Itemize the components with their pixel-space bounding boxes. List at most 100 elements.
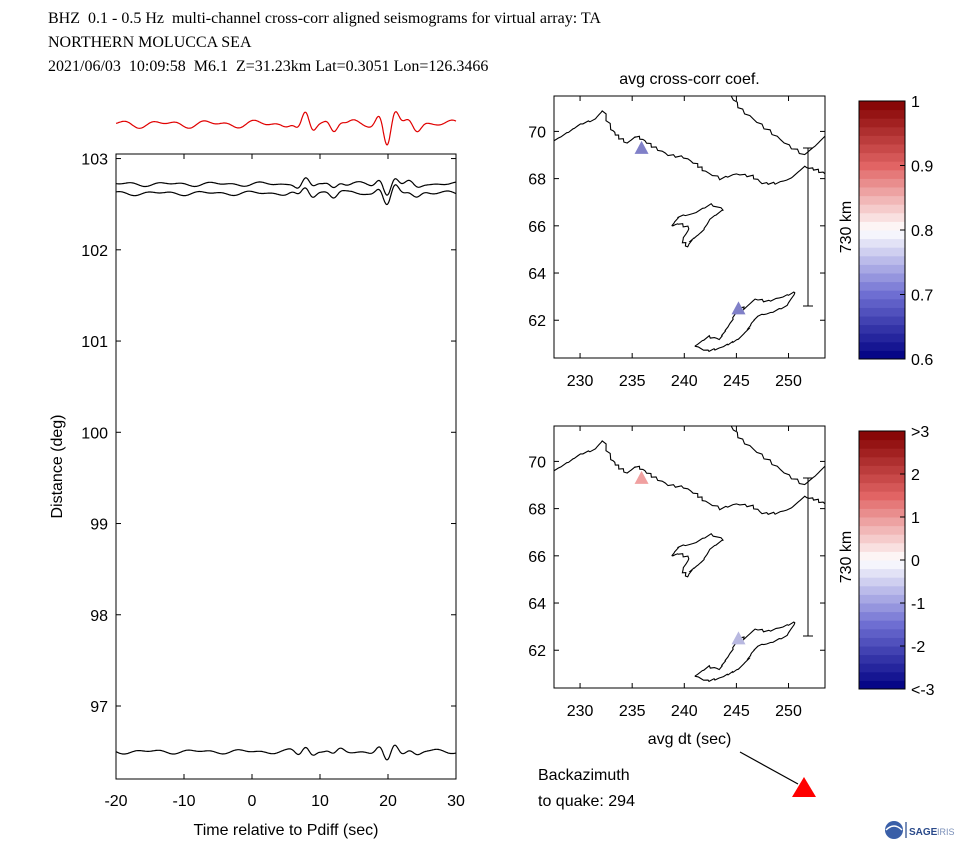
colorbar-cell xyxy=(859,646,905,656)
colorbar-cell xyxy=(859,298,905,308)
colorbar-cell xyxy=(859,491,905,501)
backazimuth-label: Backazimuth xyxy=(538,767,630,784)
coastline-path xyxy=(730,96,825,156)
backazimuth-panel: Backazimuth to quake: 294 xyxy=(538,751,816,810)
header-line-2: NORTHERN MOLUCCA SEA xyxy=(48,34,252,51)
colorbar-cell xyxy=(859,238,905,248)
colorbar-cell xyxy=(859,247,905,257)
colorbar-cell xyxy=(859,542,905,552)
colorbar-cell xyxy=(859,221,905,231)
map-y-tick-label: 64 xyxy=(528,266,546,283)
station-marker xyxy=(731,631,746,645)
map-y-tick-label: 70 xyxy=(528,124,546,141)
colorbar-tick-label: 0.6 xyxy=(911,352,933,369)
x-tick-label: -20 xyxy=(104,793,127,810)
colorbar-cell xyxy=(859,178,905,188)
y-tick-label: 102 xyxy=(81,243,108,260)
colorbar-cell xyxy=(859,594,905,604)
coastline-path xyxy=(554,110,825,185)
seismogram-trace xyxy=(115,744,457,761)
colorbar-cell xyxy=(859,577,905,587)
colorbar-cell xyxy=(859,499,905,509)
coastline-path xyxy=(694,621,796,683)
map-x-tick-label: 235 xyxy=(619,703,646,720)
colorbar-cell xyxy=(859,551,905,561)
colorbar-cell xyxy=(859,316,905,326)
backazimuth-value: to quake: 294 xyxy=(538,793,635,810)
colorbar-tick-label: 0.9 xyxy=(911,159,933,176)
colorbar-cell xyxy=(859,525,905,535)
x-tick-label: 30 xyxy=(447,793,465,810)
coastlines xyxy=(554,426,825,683)
svg-text:IRIS: IRIS xyxy=(937,827,955,837)
colorbar-cell xyxy=(859,144,905,154)
sage-logo: SAGE IRIS xyxy=(885,821,955,839)
colorbar-cell xyxy=(859,680,905,690)
colorbar-cell xyxy=(859,230,905,240)
quake-marker-icon xyxy=(792,777,816,797)
map-y-tick-label: 68 xyxy=(528,172,546,189)
colorbar-cell xyxy=(859,290,905,300)
y-tick-label: 100 xyxy=(81,425,108,442)
colorbar-cell xyxy=(859,663,905,673)
colorbar-cell xyxy=(859,508,905,518)
y-tick-label: 97 xyxy=(90,699,108,716)
map-x-tick-label: 240 xyxy=(671,373,698,390)
map-y-tick-label: 68 xyxy=(528,502,546,519)
colorbar-cell xyxy=(859,307,905,317)
nsf-logo-icon xyxy=(885,821,903,839)
colorbar-cell xyxy=(859,431,905,441)
colorbar-cell xyxy=(859,109,905,119)
colorbar-cell xyxy=(859,620,905,630)
dt-map-panel: 230 235 240 245 250 62 64 66 68 70 avg dt (sec) 730… xyxy=(528,425,855,748)
station-marker xyxy=(731,301,746,315)
seismogram-panel: -20 -10 0 10 20 30 97 98 99 100 101 102 103 Time rela… xyxy=(49,111,465,839)
colorbar-tick-label: 0 xyxy=(911,553,920,570)
map-frame xyxy=(553,95,826,359)
map-title: avg dt (sec) xyxy=(648,731,732,748)
colorbar-cell xyxy=(859,560,905,570)
x-axis-label: Time relative to Pdiff (sec) xyxy=(194,822,379,839)
seismogram-plot-frame xyxy=(115,153,457,780)
stack-trace xyxy=(115,111,457,146)
map-x-tick-label: 230 xyxy=(567,703,594,720)
coastline-path xyxy=(554,440,825,515)
colorbar-cell xyxy=(859,212,905,222)
sage-logo-text: SAGE xyxy=(909,827,938,838)
colorbar-tick-label: 0.8 xyxy=(911,223,933,240)
colorbar-cell xyxy=(859,482,905,492)
y-tick-label: 99 xyxy=(90,517,108,534)
colorbar-tick-label: 2 xyxy=(911,467,920,484)
colorbars: 1 0.9 0.8 0.7 0.6 >3 2 1 0 -1 -2 <-3 xyxy=(858,94,935,699)
scale-bar-label: 730 km xyxy=(838,201,855,253)
header-line-1: BHZ 0.1 - 0.5 Hz multi-channel cross-cor… xyxy=(48,10,601,27)
map-x-tick-label: 245 xyxy=(723,373,750,390)
colorbar-tick-label: 1 xyxy=(911,510,920,527)
map-y-tick-label: 66 xyxy=(528,219,546,236)
map-x-tick-label: 230 xyxy=(567,373,594,390)
map-frame xyxy=(553,425,826,689)
colorbar-tick-label: 1 xyxy=(911,94,920,111)
backazimuth-arrow xyxy=(739,751,799,785)
colorbar-cell xyxy=(859,654,905,664)
colorbar-tick-label: <-3 xyxy=(911,682,935,699)
colorbar-cell xyxy=(859,534,905,544)
colorbar-cell xyxy=(859,255,905,265)
colorbar-cell xyxy=(859,465,905,475)
seismogram-trace xyxy=(115,184,457,206)
map-x-tick-label: 245 xyxy=(723,703,750,720)
x-tick-label: -10 xyxy=(172,793,195,810)
map-x-tick-label: 250 xyxy=(775,703,802,720)
colorbar-cell xyxy=(859,161,905,171)
colorbar-cell xyxy=(859,628,905,638)
colorbar-cell xyxy=(859,333,905,343)
colorbar-cell xyxy=(859,585,905,595)
map-x-tick-label: 235 xyxy=(619,373,646,390)
colorbar-cell xyxy=(859,671,905,681)
x-tick-label: 10 xyxy=(311,793,329,810)
colorbar-cell xyxy=(859,118,905,128)
colorbar-cell xyxy=(859,611,905,621)
colorbar-cell xyxy=(859,448,905,458)
map-y-tick-label: 70 xyxy=(528,454,546,471)
